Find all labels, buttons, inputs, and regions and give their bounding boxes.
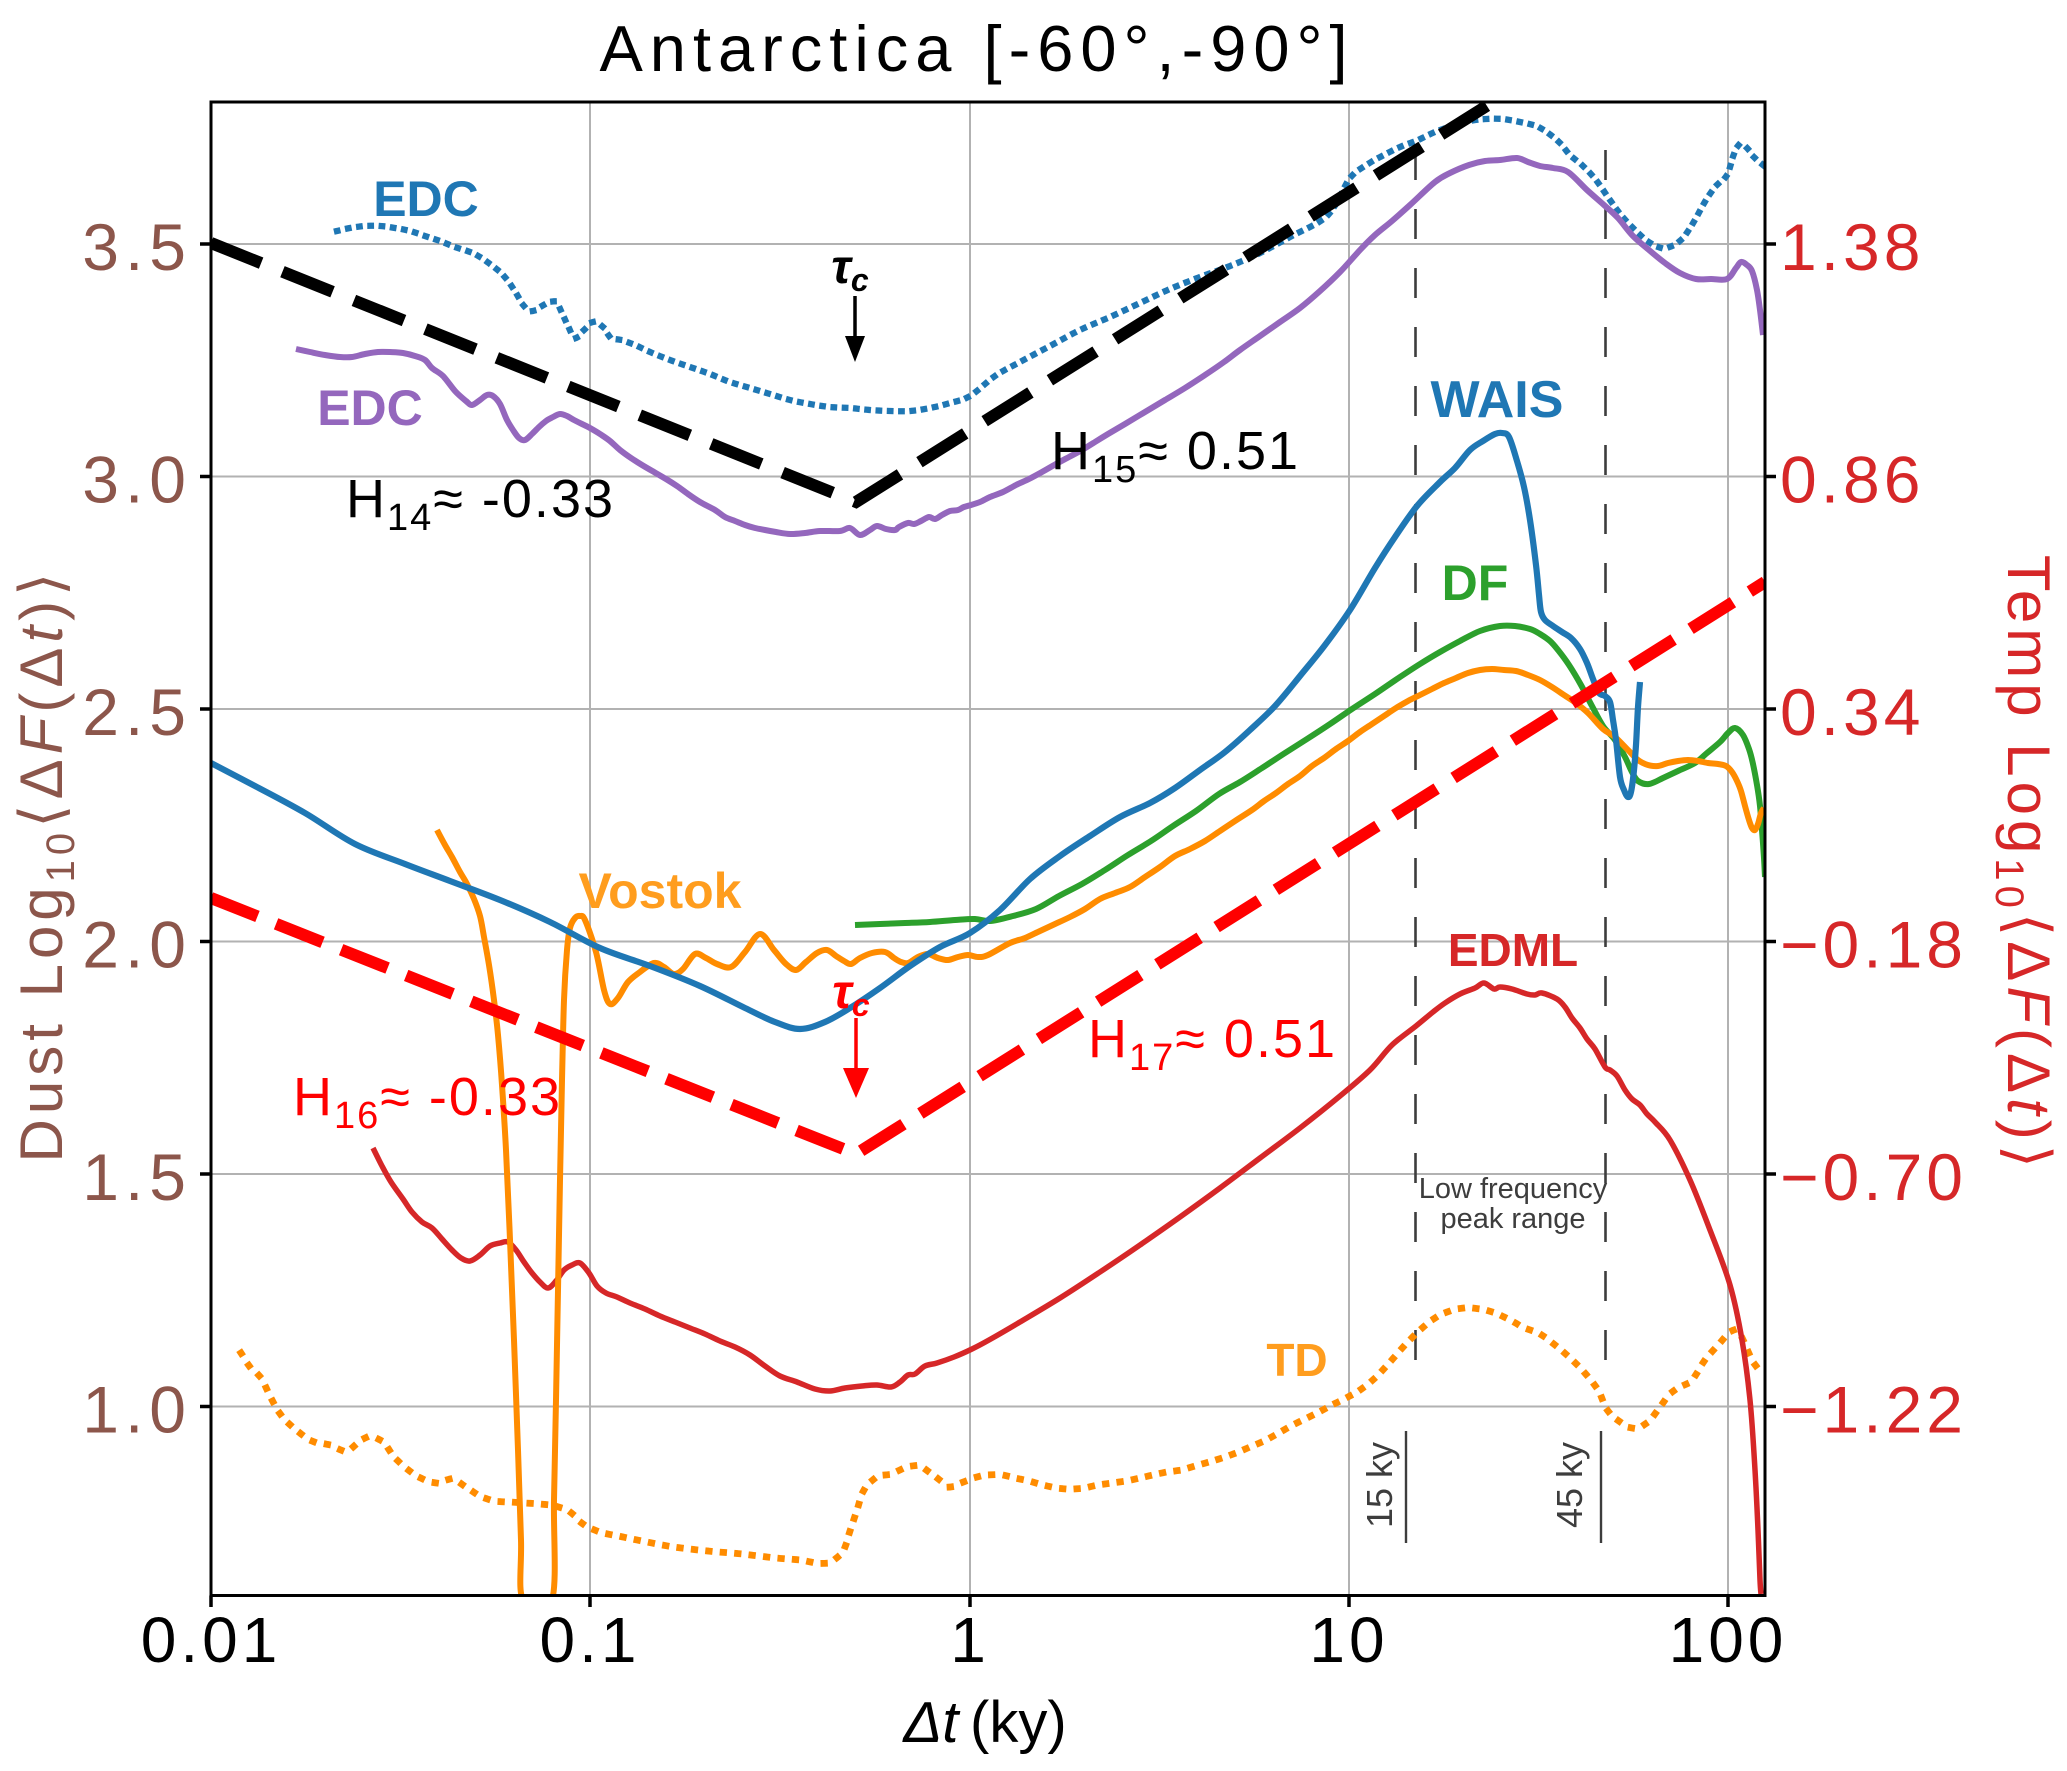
svg-text:peak range: peak range <box>1440 1203 1585 1235</box>
svg-text:1.0: 1.0 <box>82 1373 192 1447</box>
svg-text:H16≈ -0.33: H16≈ -0.33 <box>293 1067 562 1137</box>
svg-text:H15≈ 0.51: H15≈ 0.51 <box>1051 421 1300 491</box>
svg-text:1: 1 <box>950 1604 990 1676</box>
svg-text:WAIS: WAIS <box>1431 371 1564 429</box>
svg-text:τc: τc <box>832 966 870 1023</box>
svg-text:3.5: 3.5 <box>82 210 192 284</box>
svg-text:Low frequency: Low frequency <box>1419 1173 1608 1205</box>
svg-text:45 ky: 45 ky <box>1549 1442 1590 1528</box>
svg-text:H17≈ 0.51: H17≈ 0.51 <box>1088 1009 1337 1079</box>
svg-text:−0.18: −0.18 <box>1780 908 1967 982</box>
svg-text:0.86: 0.86 <box>1780 443 1924 517</box>
svg-text:0.34: 0.34 <box>1780 675 1924 749</box>
svg-text:Dust Log10⟨ΔF(Δt)⟩: Dust Log10⟨ΔF(Δt)⟩ <box>8 568 83 1163</box>
svg-text:0.01: 0.01 <box>141 1604 282 1676</box>
svg-text:10: 10 <box>1309 1604 1388 1676</box>
svg-text:−0.70: −0.70 <box>1780 1140 1967 1214</box>
svg-text:DF: DF <box>1442 555 1509 611</box>
svg-text:H14≈ -0.33: H14≈ -0.33 <box>346 469 615 539</box>
svg-text:1.38: 1.38 <box>1780 210 1924 284</box>
svg-text:2.0: 2.0 <box>82 908 192 982</box>
svg-text:1.5: 1.5 <box>82 1140 192 1214</box>
svg-text:EDML: EDML <box>1448 924 1578 976</box>
svg-text:EDC: EDC <box>373 171 479 227</box>
svg-text:Vostok: Vostok <box>579 863 742 919</box>
svg-text:100: 100 <box>1669 1604 1788 1676</box>
svg-text:2.5: 2.5 <box>82 675 192 749</box>
svg-text:−1.22: −1.22 <box>1780 1373 1967 1447</box>
svg-text:0.1: 0.1 <box>540 1604 641 1676</box>
svg-text:Antarctica [-60°,-90°]: Antarctica [-60°,-90°] <box>599 12 1354 85</box>
svg-text:EDC: EDC <box>317 380 423 436</box>
svg-text:TD: TD <box>1266 1334 1327 1386</box>
svg-text:Δt (ky): Δt (ky) <box>901 1690 1066 1755</box>
svg-text:15 ky: 15 ky <box>1359 1442 1400 1528</box>
svg-text:3.0: 3.0 <box>82 443 192 517</box>
